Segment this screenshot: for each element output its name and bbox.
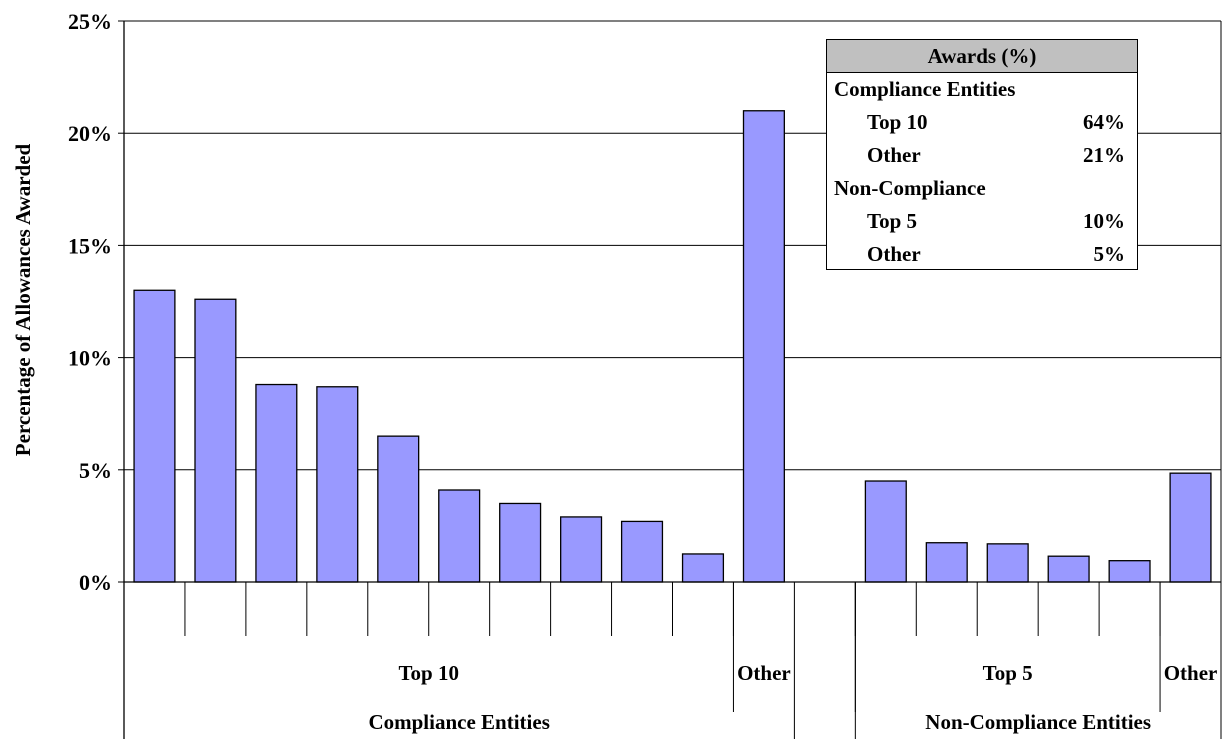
bar <box>1047 555 1090 583</box>
y-tick-label: 15% <box>68 233 112 258</box>
summary-row-top5: Top 5 10% <box>827 205 1137 238</box>
y-tick-labels: 0% 5% 10% 15% 20% 25% <box>68 9 112 595</box>
bar <box>438 489 481 583</box>
subgroup-label: Other <box>737 661 791 685</box>
group-label: Compliance Entities <box>368 710 549 734</box>
bar <box>742 110 785 583</box>
summary-group-label: Non-Compliance <box>834 176 986 200</box>
bar <box>925 542 968 583</box>
bar <box>377 435 420 583</box>
summary-row-label: Top 10 <box>867 110 928 134</box>
bar <box>864 480 907 583</box>
summary-group-noncompliance: Non-Compliance <box>827 172 1137 205</box>
summary-row-label: Top 5 <box>867 209 918 233</box>
summary-group-compliance: Compliance Entities <box>827 73 1137 106</box>
y-tick-label: 0% <box>79 570 112 595</box>
bar <box>681 553 725 583</box>
summary-row-compliance-other: Other 21% <box>827 139 1137 172</box>
bar <box>1108 560 1151 583</box>
summary-row-value: 64% <box>1083 110 1125 134</box>
bar <box>133 289 176 583</box>
bars <box>133 110 1212 583</box>
summary-row-value: 5% <box>1093 242 1126 266</box>
summary-row-label: Other <box>867 143 921 167</box>
summary-row-value: 10% <box>1083 209 1125 233</box>
y-tick-label: 25% <box>68 9 112 34</box>
y-axis-label: Percentage of Allowances Awarded <box>11 143 35 456</box>
group-label: Non-Compliance Entities <box>925 710 1151 734</box>
summary-row-noncompliance-other: Other 5% <box>827 238 1137 271</box>
bar <box>620 520 664 583</box>
subgroup-label: Top 10 <box>398 661 459 685</box>
summary-row-label: Other <box>867 242 921 266</box>
y-tick-label: 20% <box>68 121 112 146</box>
bar <box>316 386 359 583</box>
summary-group-label: Compliance Entities <box>834 77 1016 101</box>
subgroup-label: Top 5 <box>983 661 1033 685</box>
summary-row-top10: Top 10 64% <box>827 106 1137 139</box>
bar <box>986 543 1029 583</box>
y-tick-label: 10% <box>68 346 112 371</box>
bar <box>499 502 542 583</box>
summary-row-value: 21% <box>1083 143 1125 167</box>
bar <box>194 298 237 583</box>
category-axis: Top 10 Other Compliance Entities Top 5 Other… <box>184 582 1218 739</box>
bar <box>255 383 298 583</box>
bar <box>560 516 603 583</box>
subgroup-label: Other <box>1164 661 1218 685</box>
awards-summary-box: Awards (%) Compliance Entities Top 10 64… <box>826 39 1138 270</box>
awards-summary-title: Awards (%) <box>827 40 1137 73</box>
y-tick-label: 5% <box>79 458 112 483</box>
bar <box>1169 472 1212 583</box>
